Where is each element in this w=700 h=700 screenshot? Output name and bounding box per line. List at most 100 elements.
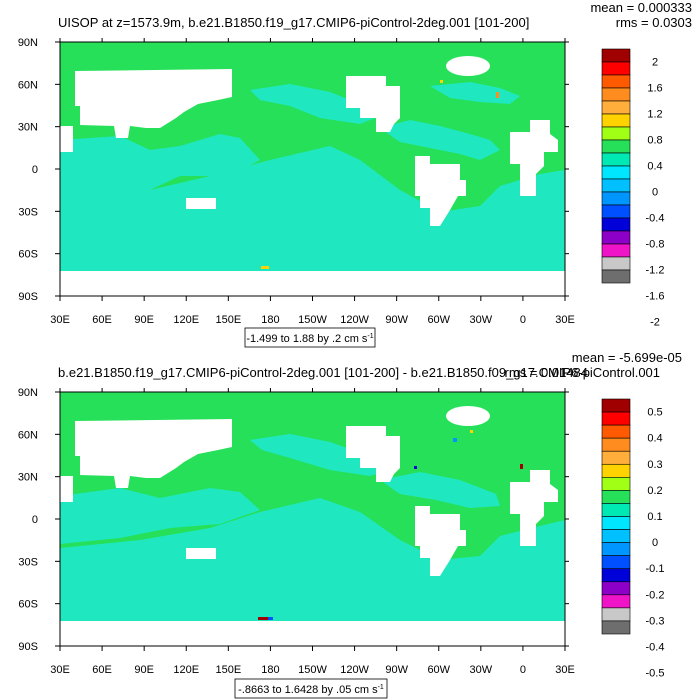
ocean-low-region bbox=[430, 82, 520, 104]
x-tick-label: 90E bbox=[134, 314, 154, 326]
colorbar-swatch bbox=[601, 398, 631, 413]
colorbar-swatch bbox=[601, 139, 631, 154]
ocean-low-region bbox=[250, 84, 380, 124]
panel-2: b.e21.B1850.f19_g17.CMIP6-piControl-2deg… bbox=[18, 350, 682, 699]
colorbar: 2 1.6 1.2 0.8 0.4 0 -0.4 -0.8 -1.2 -1.6 -2 bbox=[601, 48, 665, 329]
anomaly-spot bbox=[414, 466, 417, 469]
colorbar-label: -0.4 bbox=[646, 213, 665, 225]
colorbar-label: 2 bbox=[652, 57, 658, 69]
x-tick-label: 30E bbox=[50, 314, 70, 326]
ocean-low-region bbox=[60, 146, 565, 271]
land-sumatra bbox=[186, 548, 216, 559]
colorbar-label: -1.6 bbox=[646, 291, 665, 303]
anomaly-spots bbox=[261, 80, 499, 269]
colorbar-label: 0.8 bbox=[647, 135, 662, 147]
anomaly-spots bbox=[258, 430, 523, 620]
anomaly-spot bbox=[258, 617, 268, 620]
x-tick-label: 30E bbox=[50, 664, 70, 676]
colorbar-label: 0 bbox=[652, 537, 658, 549]
y-axis-ticks: 90N 60N 30N 0 30S 60S 90S bbox=[18, 37, 569, 303]
y-tick-label: 30N bbox=[18, 472, 38, 484]
ocean-low-region bbox=[60, 134, 260, 196]
y-tick-label: 30N bbox=[18, 122, 38, 134]
y-tick-label: 90N bbox=[18, 37, 38, 49]
colorbar-label: 1.6 bbox=[647, 83, 662, 95]
x-tick-label: 120W bbox=[340, 314, 369, 326]
colorbar-swatch bbox=[601, 191, 631, 206]
colorbar-swatch bbox=[601, 463, 631, 478]
ocean-low-region bbox=[380, 472, 500, 508]
colorbar-label: 0.2 bbox=[647, 485, 662, 497]
x-tick-label: 90W bbox=[385, 314, 408, 326]
range-text: -.8663 to 1.6428 by .05 cm s bbox=[238, 684, 378, 696]
colorbar-swatch bbox=[601, 477, 631, 491]
panel-title: b.e21.B1850.f19_g17.CMIP6-piControl-2deg… bbox=[58, 365, 660, 380]
x-axis-ticks: 30E 60E 90E 120E 150E 180 150W 120W 90W 60W 30W 0 30… bbox=[50, 388, 575, 676]
land-africa bbox=[510, 120, 558, 196]
land-antarctica bbox=[60, 271, 565, 296]
colorbar-swatch bbox=[601, 542, 631, 556]
x-tick-label: 120E bbox=[173, 314, 199, 326]
y-tick-label: 90N bbox=[18, 387, 38, 399]
x-tick-label: 60E bbox=[92, 314, 112, 326]
colorbar-swatch bbox=[601, 243, 631, 258]
colorbar-swatch bbox=[601, 607, 631, 622]
land-greenland bbox=[446, 406, 490, 426]
colorbar-label: 0.5 bbox=[647, 407, 662, 419]
colorbar-swatch bbox=[601, 516, 631, 530]
mean-stat: mean = -5.699e-05 bbox=[572, 350, 682, 365]
x-tick-label: 180 bbox=[261, 314, 279, 326]
y-tick-label: 60N bbox=[18, 429, 38, 441]
colorbar-swatch bbox=[601, 620, 631, 635]
land-eurasia bbox=[75, 419, 232, 488]
mean-stat: mean = 0.000333 bbox=[590, 0, 692, 15]
colorbar-swatch bbox=[601, 48, 631, 63]
y-tick-label: 60S bbox=[18, 599, 38, 611]
y-axis-ticks: 90N 60N 30N 0 30S 60S 90S bbox=[18, 387, 569, 653]
anomaly-spot bbox=[440, 80, 443, 83]
land-antarctica bbox=[60, 621, 565, 646]
svg-text:-1.499 to 1.88 by .2 cm s-1: -1.499 to 1.88 by .2 cm s-1 bbox=[246, 333, 373, 345]
y-tick-label: 60S bbox=[18, 249, 38, 261]
anomaly-spot bbox=[520, 464, 523, 469]
colorbar-label: 1.2 bbox=[647, 109, 662, 121]
x-tick-label: 60W bbox=[427, 314, 450, 326]
colorbar-label: -2 bbox=[650, 317, 660, 329]
colorbar-label: -0.2 bbox=[646, 589, 665, 601]
colorbar-swatch bbox=[601, 230, 631, 245]
x-tick-label: 150E bbox=[215, 314, 241, 326]
land-india bbox=[60, 126, 73, 152]
land-india bbox=[60, 476, 73, 502]
colorbar-swatch bbox=[601, 217, 631, 232]
colorbar-label: 0.3 bbox=[647, 459, 662, 471]
colorbar-label: -0.3 bbox=[646, 615, 665, 627]
colorbar-swatch bbox=[601, 424, 631, 439]
ocean-low-region bbox=[60, 498, 565, 621]
ocean-low-region bbox=[380, 120, 500, 160]
y-tick-label: 30S bbox=[18, 556, 38, 568]
x-axis-ticks: 30E 60E 90E 120E 150E 180 150W 120W 90W 60W 30W 0 30… bbox=[50, 38, 575, 326]
rms-stat: rms = 0.01484 bbox=[505, 365, 588, 380]
y-tick-label: 0 bbox=[32, 514, 38, 526]
anomaly-spot bbox=[453, 438, 457, 442]
land-mask bbox=[60, 406, 565, 646]
x-tick-label: 60E bbox=[92, 664, 112, 676]
colorbar-swatch bbox=[601, 61, 631, 76]
colorbar-swatch bbox=[601, 555, 631, 570]
range-text: -1.499 to 1.88 by .2 cm s bbox=[246, 333, 368, 345]
anomaly-spot bbox=[470, 430, 473, 433]
range-unit-exponent: -1 bbox=[378, 684, 384, 691]
x-tick-label: 0 bbox=[520, 314, 526, 326]
land-africa bbox=[510, 470, 558, 546]
colorbar-swatch bbox=[601, 74, 631, 89]
colorbar-label: 0.1 bbox=[647, 511, 662, 523]
range-label: -.8663 to 1.6428 by .05 cm s-1 bbox=[234, 678, 388, 699]
colorbar-swatch bbox=[601, 269, 631, 284]
y-tick-label: 90S bbox=[18, 291, 38, 303]
land-north-america bbox=[346, 76, 400, 132]
y-tick-label: 90S bbox=[18, 641, 38, 653]
colorbar-label: 0.4 bbox=[647, 161, 662, 173]
x-tick-label: 180 bbox=[261, 664, 279, 676]
colorbar-swatch bbox=[601, 503, 631, 517]
